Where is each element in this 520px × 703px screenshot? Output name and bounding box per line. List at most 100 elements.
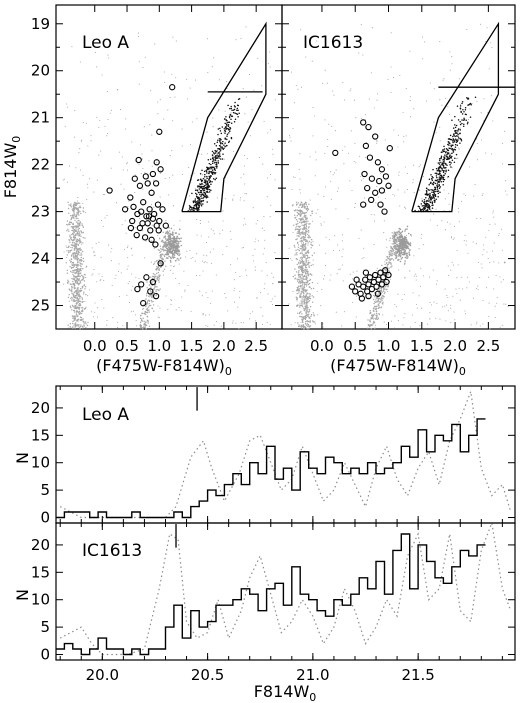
field-star — [81, 278, 83, 281]
field-star — [119, 109, 122, 111]
field-star — [306, 283, 308, 285]
field-star — [64, 126, 66, 128]
field-star — [67, 252, 70, 254]
field-star — [77, 315, 79, 317]
field-star — [404, 246, 406, 249]
field-star — [480, 139, 483, 141]
field-star — [143, 304, 145, 306]
field-star — [70, 307, 72, 309]
field-star — [74, 242, 77, 245]
rgb-star — [432, 168, 434, 171]
field-star — [469, 108, 471, 110]
rgb-star — [201, 169, 203, 172]
field-star — [306, 293, 308, 295]
field-star — [307, 227, 310, 229]
field-star — [367, 296, 369, 298]
field-star — [481, 194, 483, 196]
field-star — [85, 293, 87, 296]
field-star — [444, 198, 446, 200]
field-star — [254, 266, 256, 268]
rgb-star — [191, 207, 193, 209]
field-star — [78, 242, 81, 244]
field-star — [406, 228, 408, 230]
field-star — [458, 148, 460, 150]
field-star — [107, 244, 110, 246]
rgb-star — [203, 189, 206, 191]
field-star — [380, 298, 382, 300]
field-star — [73, 275, 75, 277]
field-star — [398, 233, 401, 236]
rgb-star — [226, 127, 228, 130]
field-star — [309, 325, 312, 327]
field-star — [401, 253, 404, 256]
field-star — [375, 318, 377, 321]
field-star — [126, 268, 128, 270]
field-star — [303, 215, 305, 218]
field-star — [387, 284, 389, 287]
field-star — [75, 167, 77, 169]
field-star — [304, 278, 306, 280]
field-star — [178, 246, 180, 248]
variable-star — [144, 180, 151, 187]
field-star — [387, 274, 389, 276]
field-star — [78, 325, 80, 327]
field-star — [96, 179, 98, 181]
field-star — [374, 301, 376, 303]
field-star — [378, 302, 380, 305]
field-star — [384, 263, 386, 266]
field-star — [313, 315, 315, 317]
field-star — [176, 240, 179, 243]
field-star — [216, 197, 218, 199]
field-star — [305, 242, 307, 245]
field-star — [328, 123, 330, 125]
variable-star — [368, 196, 375, 204]
field-star — [81, 298, 84, 300]
rgb-star — [451, 159, 454, 162]
field-star — [118, 295, 120, 297]
field-star — [303, 255, 305, 257]
field-star — [311, 60, 313, 62]
field-star — [161, 249, 163, 251]
field-star — [75, 313, 78, 315]
field-star — [162, 231, 164, 233]
field-star — [465, 313, 467, 315]
field-star — [230, 112, 232, 114]
field-star — [127, 257, 129, 259]
field-star — [81, 139, 83, 141]
rgb-star — [463, 111, 465, 113]
field-star — [165, 241, 167, 243]
field-star — [308, 256, 311, 259]
field-star — [162, 253, 164, 256]
field-star — [380, 300, 382, 302]
field-star — [69, 249, 72, 252]
field-star — [248, 74, 251, 76]
field-star — [70, 249, 73, 251]
field-star — [94, 302, 96, 304]
field-star — [349, 90, 351, 92]
field-star — [179, 257, 182, 259]
rgb-star — [224, 132, 226, 134]
rgb-star — [445, 170, 447, 173]
variable-star — [133, 231, 140, 239]
field-star — [195, 274, 198, 277]
field-star — [73, 229, 76, 232]
field-star — [146, 303, 148, 305]
field-star — [352, 301, 354, 303]
field-star — [336, 273, 338, 275]
field-star — [391, 252, 393, 255]
field-star — [86, 199, 88, 201]
field-star — [132, 285, 134, 287]
field-star — [418, 248, 420, 250]
field-star — [300, 327, 303, 329]
field-star — [355, 316, 357, 318]
field-star — [487, 257, 489, 259]
field-star — [303, 246, 305, 248]
field-star — [158, 317, 160, 319]
field-star — [362, 177, 364, 179]
field-star — [170, 257, 172, 260]
field-star — [298, 249, 300, 252]
cmd-left-rgb-stars — [187, 97, 241, 212]
rgb-star — [229, 107, 231, 110]
field-star — [299, 215, 302, 217]
field-star — [297, 244, 300, 246]
